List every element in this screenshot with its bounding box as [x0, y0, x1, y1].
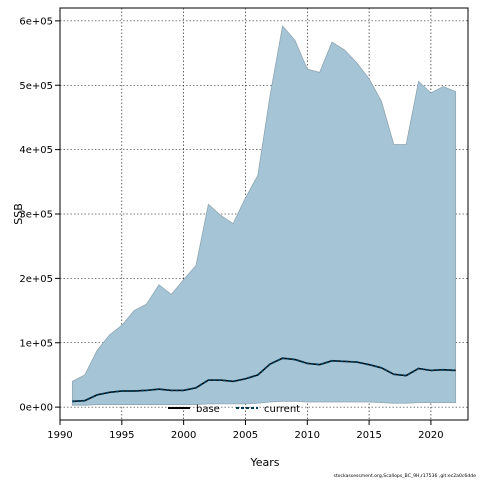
- footer-note: stockassessment.org,Scallops_BC_9H,r1753…: [333, 473, 476, 479]
- x-tick-label-4: 2010: [295, 430, 320, 441]
- y-tick-label-6: 6e+05: [19, 16, 53, 27]
- y-axis: 0e+00 1e+05 2e+05 3e+05 4e+05 5e+05 6e+05: [19, 16, 60, 414]
- y-tick-label-1: 1e+05: [19, 338, 53, 349]
- x-tick-label-1: 1995: [109, 430, 134, 441]
- legend-label-base: base: [196, 404, 220, 415]
- y-tick-label-4: 4e+05: [19, 145, 53, 156]
- y-tick-label-5: 5e+05: [19, 81, 53, 92]
- ssb-confidence-band: [71, 25, 457, 406]
- y-tick-label-0: 0e+00: [19, 403, 53, 414]
- y-axis-label: SSB: [12, 203, 25, 225]
- y-tick-label-2: 2e+05: [19, 274, 53, 285]
- series-line-current: [72, 357, 456, 403]
- y-tick-label-3: 3e+05: [19, 210, 53, 221]
- legend-label-current: current: [264, 404, 300, 415]
- x-tick-label-5: 2015: [356, 430, 381, 441]
- series-lines: [72, 357, 456, 403]
- x-axis: 1990 1995 2000 2005 2010 2015 2020: [47, 420, 444, 441]
- x-axis-label: Years: [249, 456, 279, 469]
- legend: base current: [168, 404, 300, 415]
- confidence-band: [71, 25, 457, 406]
- x-tick-label-6: 2020: [418, 430, 443, 441]
- x-tick-label-3: 2005: [233, 430, 258, 441]
- x-tick-label-0: 1990: [47, 430, 72, 441]
- x-tick-label-2: 2000: [171, 430, 196, 441]
